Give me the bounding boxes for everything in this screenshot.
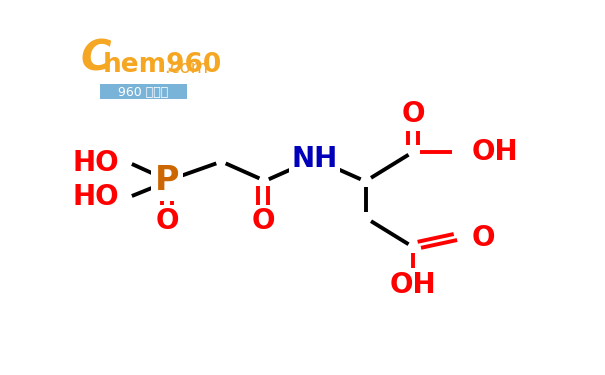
Text: P: P: [155, 164, 179, 197]
Text: O: O: [155, 207, 179, 235]
FancyBboxPatch shape: [100, 84, 187, 99]
Text: HO: HO: [72, 183, 119, 211]
Text: NH: NH: [292, 145, 338, 173]
Text: O: O: [472, 225, 495, 252]
Text: hem960: hem960: [103, 52, 222, 78]
Text: C: C: [80, 38, 111, 80]
Text: O: O: [402, 100, 425, 128]
Text: O: O: [252, 207, 275, 235]
Text: .com: .com: [164, 59, 208, 77]
Text: HO: HO: [72, 149, 119, 177]
Text: 960 化工网: 960 化工网: [119, 86, 169, 99]
Text: OH: OH: [472, 138, 518, 166]
Text: OH: OH: [390, 271, 437, 298]
